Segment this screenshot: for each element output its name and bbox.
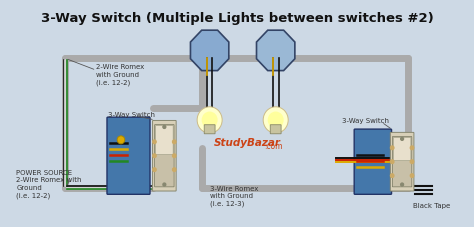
Circle shape	[163, 183, 166, 186]
Circle shape	[401, 183, 403, 186]
Circle shape	[268, 111, 284, 128]
Text: 3-Way Switch: 3-Way Switch	[108, 112, 155, 118]
Circle shape	[153, 140, 156, 144]
Circle shape	[391, 174, 394, 178]
Circle shape	[117, 136, 125, 144]
Polygon shape	[256, 30, 295, 71]
Text: 3-Way Switch (Multiple Lights between switches #2): 3-Way Switch (Multiple Lights between sw…	[41, 12, 433, 25]
Circle shape	[410, 146, 414, 150]
FancyBboxPatch shape	[270, 125, 281, 134]
Text: POWER SOURCE
2-Wire Romex with
Ground
(i.e. 12-2): POWER SOURCE 2-Wire Romex with Ground (i…	[16, 170, 82, 199]
FancyBboxPatch shape	[153, 121, 176, 191]
Text: 3-Way Switch: 3-Way Switch	[342, 118, 389, 124]
FancyBboxPatch shape	[107, 117, 150, 194]
Text: Black Tape: Black Tape	[413, 203, 451, 210]
Circle shape	[391, 160, 394, 163]
Text: 2-Wire Romex
with Ground
(i.e. 12-2): 2-Wire Romex with Ground (i.e. 12-2)	[96, 64, 145, 86]
Circle shape	[401, 137, 403, 140]
Circle shape	[173, 154, 176, 158]
Text: 3-Wire Romex
with Ground
(i.e. 12-3): 3-Wire Romex with Ground (i.e. 12-3)	[210, 185, 258, 207]
Circle shape	[173, 168, 176, 171]
Circle shape	[173, 140, 176, 144]
Polygon shape	[191, 30, 229, 71]
FancyBboxPatch shape	[392, 137, 412, 187]
Circle shape	[197, 107, 222, 133]
Text: StudyBazar: StudyBazar	[214, 138, 281, 148]
Text: .com: .com	[264, 142, 283, 151]
FancyBboxPatch shape	[393, 138, 411, 160]
Circle shape	[153, 168, 156, 171]
Circle shape	[410, 174, 414, 178]
FancyBboxPatch shape	[354, 129, 392, 194]
Circle shape	[153, 154, 156, 158]
FancyBboxPatch shape	[204, 125, 215, 134]
FancyBboxPatch shape	[390, 132, 414, 191]
Circle shape	[201, 111, 218, 128]
Circle shape	[410, 160, 414, 163]
Circle shape	[391, 146, 394, 150]
FancyBboxPatch shape	[155, 126, 173, 155]
Circle shape	[263, 107, 288, 133]
Circle shape	[163, 126, 166, 128]
FancyBboxPatch shape	[155, 125, 174, 187]
